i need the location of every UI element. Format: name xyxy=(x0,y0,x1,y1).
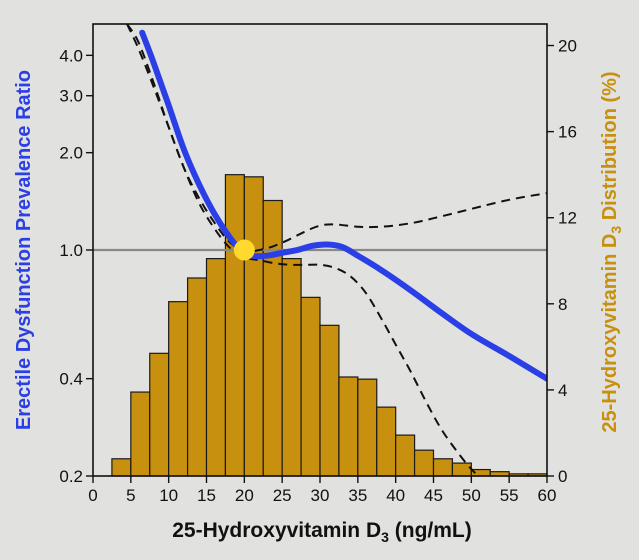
x-tick-label: 60 xyxy=(538,486,557,505)
left-y-tick-label: 1.0 xyxy=(59,241,83,260)
left-y-tick-label: 4.0 xyxy=(59,46,83,65)
histogram-bar xyxy=(281,258,302,477)
prevalence-curve xyxy=(139,29,547,382)
right-y-tick-label: 20 xyxy=(558,37,577,56)
right-y-tick-label: 0 xyxy=(558,467,567,486)
histogram-bar xyxy=(395,434,416,477)
right-y-axis-label: 25-Hydroxyvitamin D3 Distribution (%) xyxy=(599,71,624,432)
left-y-tick-label: 3.0 xyxy=(59,87,83,106)
histogram-bar xyxy=(413,449,435,477)
x-tick-label: 30 xyxy=(311,486,330,505)
histogram-bar xyxy=(205,258,227,477)
histogram-bar xyxy=(111,458,132,477)
x-tick-label: 55 xyxy=(500,486,519,505)
histogram-bar xyxy=(357,378,378,477)
histogram-bar xyxy=(130,391,151,477)
left-y-axis-label: Erectile Dysfunction Prevalence Ratio xyxy=(13,70,35,430)
x-tick-label: 0 xyxy=(88,486,97,505)
right-y-tick-label: 8 xyxy=(558,295,567,314)
x-tick-label: 25 xyxy=(273,486,292,505)
histogram-bar xyxy=(243,176,264,477)
histogram-bar xyxy=(376,406,397,477)
left-y-tick-label: 0.2 xyxy=(59,467,83,486)
prevalence-curve-group xyxy=(139,29,547,382)
lower-ci-line xyxy=(126,24,481,476)
x-axis-label: 25-Hydroxyvitamin D3 (ng/mL) xyxy=(172,519,472,545)
right-y-tick-label: 12 xyxy=(558,209,577,228)
axis-labels: 25-Hydroxyvitamin D3 (ng/mL) Erectile Dy… xyxy=(13,70,624,545)
histogram-bar xyxy=(224,174,245,477)
x-tick-label: 45 xyxy=(424,486,443,505)
histogram-bar xyxy=(338,376,359,477)
left-y-tick-label: 2.0 xyxy=(59,144,83,163)
x-tick-label: 5 xyxy=(126,486,135,505)
x-tick-label: 20 xyxy=(235,486,254,505)
x-tick-label: 35 xyxy=(348,486,367,505)
right-y-tick-label: 4 xyxy=(558,381,567,400)
x-tick-label: 15 xyxy=(197,486,216,505)
confidence-bands xyxy=(126,24,547,476)
histogram-bar xyxy=(168,301,189,477)
histogram-bar xyxy=(186,277,208,477)
right-y-tick-label: 16 xyxy=(558,123,577,142)
upper-ci-line xyxy=(126,24,547,253)
x-tick-label: 40 xyxy=(386,486,405,505)
histogram-bar xyxy=(451,462,472,477)
histogram-bars xyxy=(111,174,548,477)
x-tick-label: 10 xyxy=(159,486,178,505)
axes-group: 0 5 10 15 20 25 30 35 40 45 50 55 604.03.02.01.00.40… xyxy=(59,23,577,505)
histogram-bar xyxy=(319,324,340,477)
histogram-bar xyxy=(300,296,321,477)
histogram-bar xyxy=(262,199,283,477)
histogram-bar xyxy=(432,458,454,477)
reference-point xyxy=(233,239,255,261)
x-tick-label: 50 xyxy=(462,486,481,505)
histogram-bar xyxy=(149,352,170,477)
left-y-tick-label: 0.4 xyxy=(59,370,83,389)
